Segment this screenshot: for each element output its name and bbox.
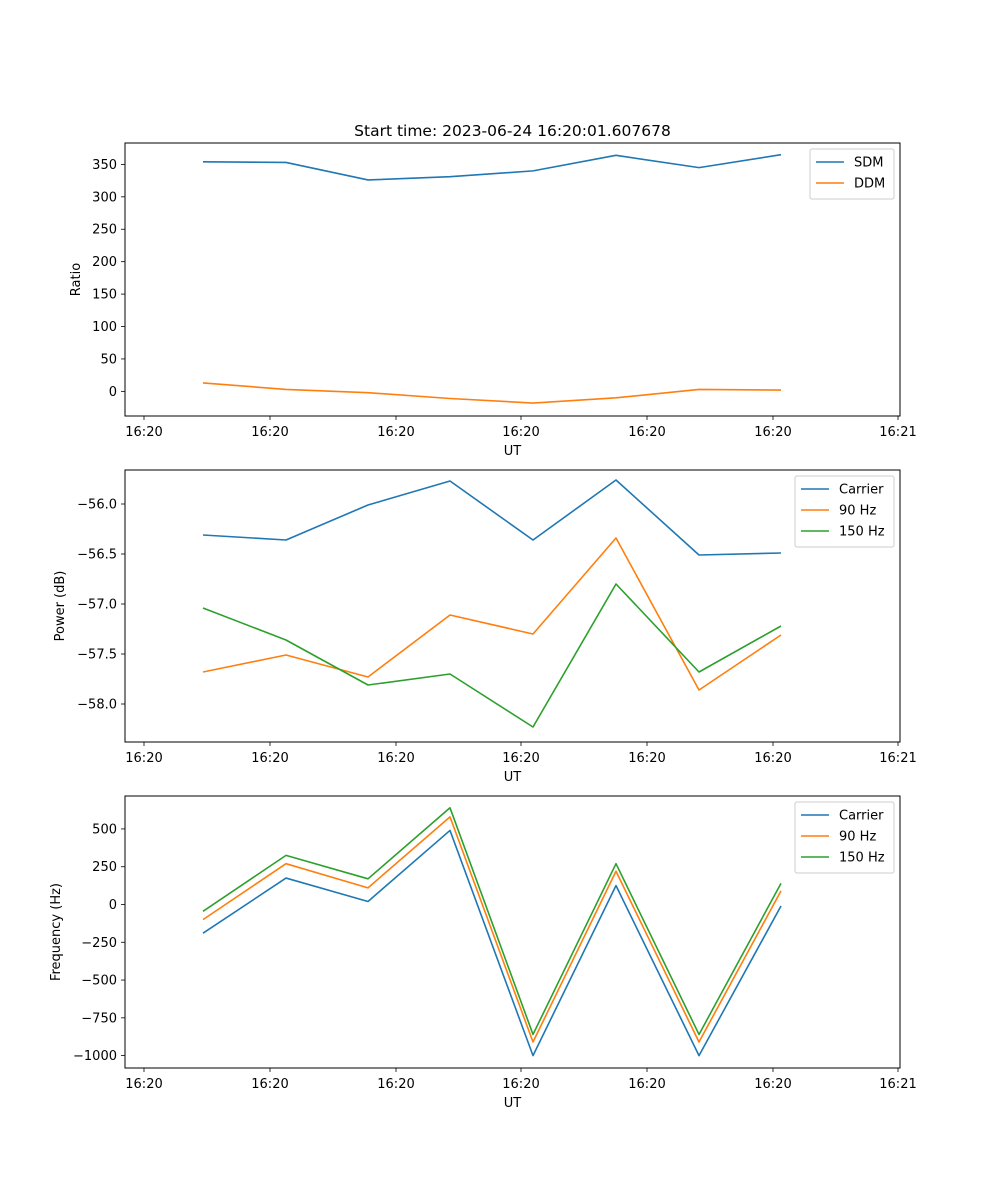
y-tick-label: 250 (92, 223, 117, 238)
panel-3: 16:20 16:20 16:20 16:20 16:20 16:20 16:21 −1000… (49, 795, 917, 1111)
axes-frame (124, 795, 901, 1069)
x-tick-label: 16:20 (251, 1077, 288, 1092)
y-tick-label: −57.5 (77, 648, 117, 663)
y-tick-label: 0 (109, 385, 117, 400)
legend-label: 150 Hz (839, 851, 885, 866)
series-line-ddm (202, 382, 782, 404)
y-tick-label: 200 (92, 255, 117, 270)
x-tick-label: 16:20 (754, 425, 791, 440)
x-tick-label: 16:20 (502, 1077, 539, 1092)
series-line-90-hz (202, 816, 782, 1043)
y-tick-label: 500 (92, 822, 117, 837)
x-tick-label: 16:20 (251, 425, 288, 440)
x-tick-label: 16:21 (879, 1077, 916, 1092)
y-tick-label: 300 (92, 190, 117, 205)
y-tick-label: −56.0 (77, 498, 117, 513)
legend-label: 150 Hz (839, 525, 885, 540)
x-tick-label: 16:21 (879, 751, 916, 766)
y-tick-label: −57.0 (77, 598, 117, 613)
x-tick-label: 16:20 (754, 751, 791, 766)
legend: Carrier 90 Hz 150 Hz (794, 801, 895, 874)
legend-label: 90 Hz (839, 830, 876, 845)
y-axis-label: Ratio (69, 263, 84, 296)
x-axis-label: UT (504, 1096, 522, 1111)
y-tick-label: −500 (81, 974, 117, 989)
x-tick-label: 16:20 (377, 751, 414, 766)
chart-title: Start time: 2023-06-24 16:20:01.607678 (354, 122, 671, 140)
x-tick-label: 16:20 (125, 751, 162, 766)
x-axis-label: UT (504, 444, 522, 459)
series-line-carrier (202, 479, 782, 556)
y-tick-label: 350 (92, 158, 117, 173)
series-line-90-hz (202, 537, 782, 691)
y-tick-label: −1000 (73, 1049, 117, 1064)
y-axis-label: Frequency (Hz) (49, 883, 64, 981)
y-tick-label: −58.0 (77, 698, 117, 713)
x-tick-label: 16:20 (502, 751, 539, 766)
legend: SDM DDM (809, 148, 895, 200)
y-tick-label: −250 (81, 936, 117, 951)
legend: Carrier 90 Hz 150 Hz (794, 475, 895, 548)
x-tick-label: 16:20 (628, 425, 665, 440)
x-tick-label: 16:20 (628, 1077, 665, 1092)
series-line-sdm (202, 153, 782, 181)
y-tick-label: −750 (81, 1011, 117, 1026)
x-tick-label: 16:20 (251, 751, 288, 766)
legend-label: Carrier (839, 809, 884, 824)
x-tick-label: 16:20 (125, 1077, 162, 1092)
y-tick-label: 50 (100, 352, 117, 367)
x-tick-label: 16:20 (377, 1077, 414, 1092)
x-tick-label: 16:20 (377, 425, 414, 440)
legend-label: SDM (854, 156, 883, 171)
axes-frame (124, 142, 901, 417)
y-axis-label: Power (dB) (53, 571, 68, 642)
series-line-150-hz (202, 806, 782, 1036)
series-line-carrier (202, 829, 782, 1057)
legend-label: 90 Hz (839, 504, 876, 519)
legend-label: DDM (854, 177, 885, 192)
y-tick-label: 150 (92, 288, 117, 303)
legend-box (794, 475, 895, 548)
axes-frame (124, 469, 901, 743)
x-tick-label: 16:20 (754, 1077, 791, 1092)
x-axis-label: UT (504, 770, 522, 785)
x-tick-label: 16:21 (879, 425, 916, 440)
y-tick-label: 250 (92, 860, 117, 875)
series-line-150-hz (202, 583, 782, 728)
panel-2: 16:20 16:20 16:20 16:20 16:20 16:20 16:21 −58.0… (53, 469, 917, 785)
panel-1: 16:20 16:20 16:20 16:20 16:20 16:20 16:21 0 50 10… (69, 142, 917, 459)
legend-label: Carrier (839, 483, 884, 498)
x-tick-label: 16:20 (502, 425, 539, 440)
x-tick-label: 16:20 (125, 425, 162, 440)
y-tick-label: 100 (92, 320, 117, 335)
y-tick-label: 0 (109, 898, 117, 913)
y-tick-label: −56.5 (77, 548, 117, 563)
x-tick-label: 16:20 (628, 751, 665, 766)
legend-box (794, 801, 895, 874)
